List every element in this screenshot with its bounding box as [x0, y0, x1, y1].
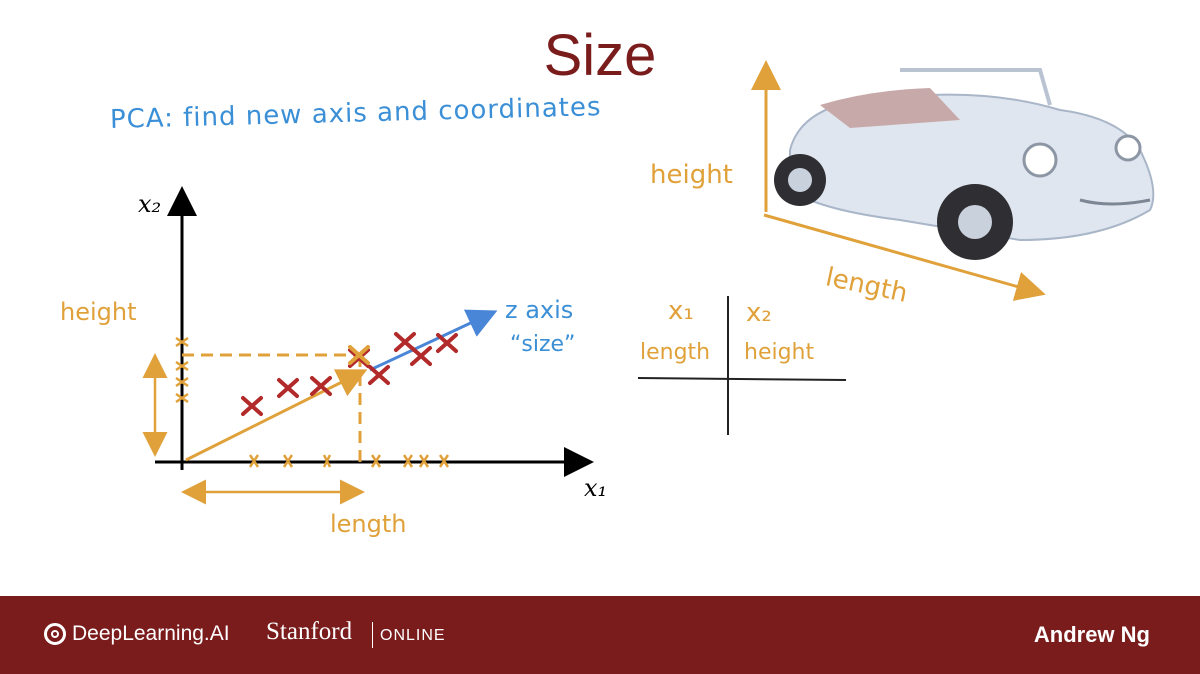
footer-divider: [372, 622, 373, 648]
x2-projections: [175, 336, 189, 404]
data-point: [310, 376, 332, 396]
stanford-logo: Stanford: [266, 618, 353, 645]
brand-name: DeepLearning.AI: [72, 622, 230, 645]
table-col2-header: x₂: [746, 298, 772, 328]
car-length-arrow: [763, 213, 1046, 301]
author-name: Andrew Ng: [1033, 622, 1150, 647]
table-col2-label: height: [744, 340, 815, 365]
y-axis-label: x₂: [138, 190, 162, 218]
deeplearning-logo-icon: [44, 623, 66, 645]
z-axis-alias: “size”: [510, 332, 576, 357]
z-axis-arrow: [369, 309, 498, 372]
plot-length-label: length: [330, 510, 407, 538]
slide-title: Size: [543, 23, 657, 88]
table-horizontal-line: [637, 377, 847, 381]
stanford-online-label: ONLINE: [380, 627, 446, 644]
data-point: [241, 396, 263, 416]
z-axis-label: z axis: [505, 296, 574, 324]
data-point: [348, 348, 370, 368]
x1-projections: [248, 454, 450, 468]
data-point: [368, 365, 390, 385]
projection-vector: [185, 369, 368, 462]
highlighted-point: [348, 345, 370, 365]
data-point: [436, 333, 458, 353]
plot-height-label: height: [60, 298, 137, 326]
car-height-label: height: [650, 160, 733, 190]
diagram-canvas: [142, 60, 1155, 505]
deeplearning-logo: DeepLearning.AI: [44, 622, 230, 646]
x-axis-label: x₁: [584, 474, 608, 502]
table-col1-label: length: [640, 340, 711, 365]
footer-bar: DeepLearning.AI Stanford ONLINE Andrew N…: [0, 596, 1200, 674]
table-col1-header: x₁: [668, 296, 694, 326]
data-point: [277, 378, 299, 398]
car-image: [774, 68, 1155, 260]
data-points: [241, 332, 458, 416]
data-point: [410, 346, 432, 366]
